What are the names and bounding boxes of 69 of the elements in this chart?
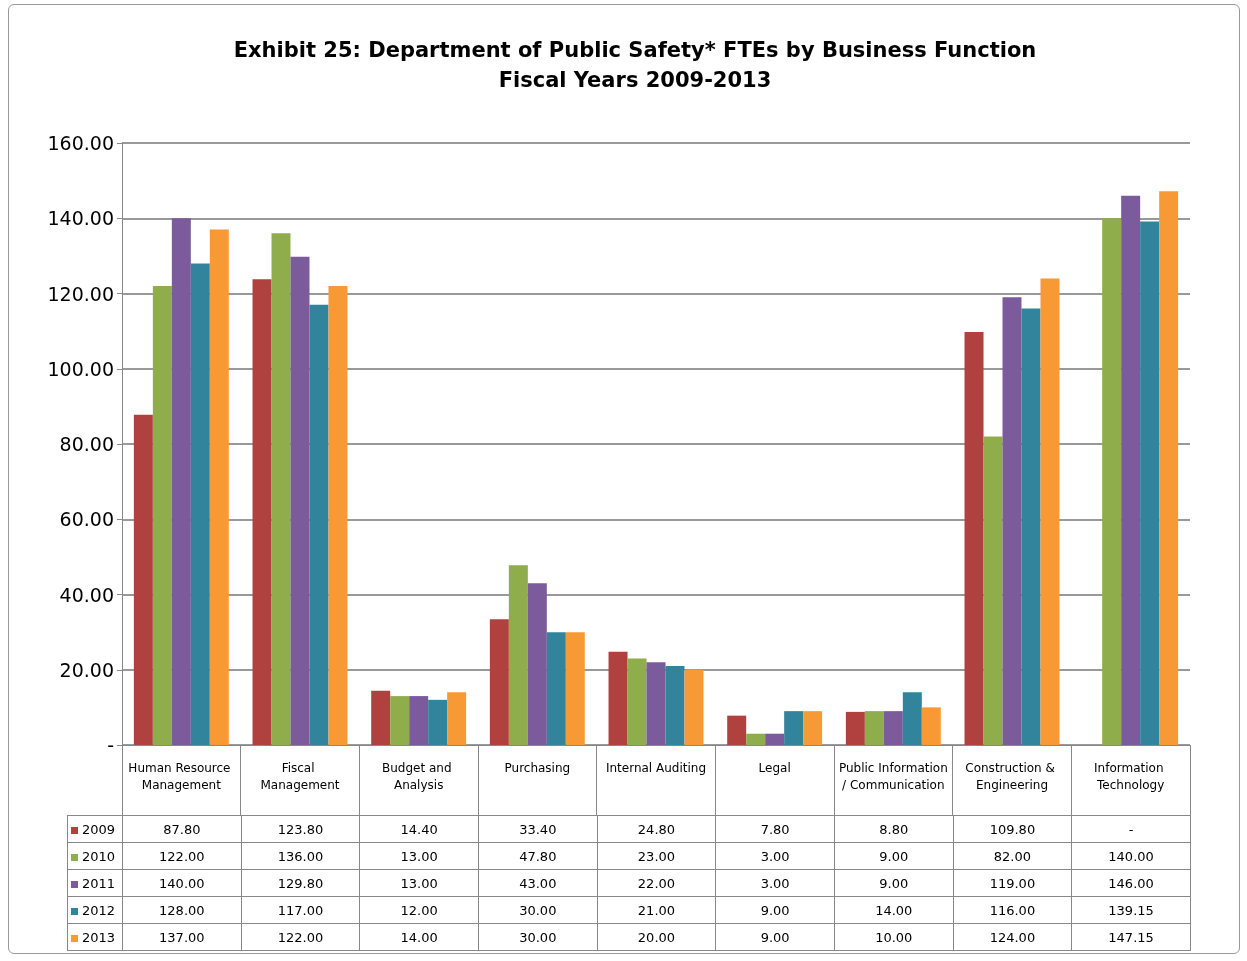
y-tick-label: 20.00 <box>59 658 114 681</box>
data-label: 13.00 <box>359 869 479 897</box>
data-label: 139.15 <box>1071 896 1191 924</box>
y-tick-label: 160.00 <box>47 132 114 154</box>
data-label: 123.80 <box>241 815 360 843</box>
x-tick-label: Construction & Engineering <box>965 760 1059 792</box>
x-tick-label: Human Resource Management <box>128 760 235 792</box>
data-label: 22.00 <box>597 869 716 897</box>
data-label: 13.00 <box>359 842 479 870</box>
x-tick-label: Public Information/ Communication <box>838 760 948 792</box>
data-label: 8.80 <box>834 815 954 843</box>
data-label: 24.80 <box>597 815 716 843</box>
data-label: 122.00 <box>122 842 242 870</box>
data-label: 124.00 <box>953 923 1072 951</box>
data-label: 146.00 <box>1071 869 1191 897</box>
data-label: 10.00 <box>834 923 954 951</box>
data-label: 9.00 <box>834 842 954 870</box>
x-tick-label: Fiscal Management <box>260 760 340 792</box>
data-label: 129.80 <box>241 869 360 897</box>
data-label: 87.80 <box>122 815 242 843</box>
data-label: 14.00 <box>834 896 954 924</box>
data-label: 140.00 <box>122 869 242 897</box>
data-label: 109.80 <box>953 815 1072 843</box>
data-label: 3.00 <box>715 869 835 897</box>
data-label: - <box>1071 815 1191 843</box>
data-label: 137.00 <box>122 923 242 951</box>
data-label: 140.00 <box>1071 842 1191 870</box>
y-tick-label: 120.00 <box>47 282 114 305</box>
legend-label: 2009 <box>67 815 123 843</box>
x-tick-label: Budget and Analysis <box>381 760 456 792</box>
data-label: 30.00 <box>478 896 598 924</box>
data-label: 30.00 <box>478 923 598 951</box>
data-label: 7.80 <box>715 815 835 843</box>
data-label: 9.00 <box>715 923 835 951</box>
y-tick-label: 80.00 <box>59 433 114 455</box>
data-label: 119.00 <box>953 869 1072 897</box>
legend-label: 2010 <box>67 842 123 870</box>
data-label: 147.15 <box>1071 923 1191 951</box>
data-label: 12.00 <box>359 896 479 924</box>
data-label: 136.00 <box>241 842 360 870</box>
data-label: 33.40 <box>478 815 598 843</box>
y-tick-label: - <box>107 734 114 756</box>
data-label: 122.00 <box>241 923 360 951</box>
data-label: 82.00 <box>953 842 1072 870</box>
x-tick-label: Legal <box>758 760 791 775</box>
y-tick-label: 140.00 <box>47 207 114 230</box>
data-label: 14.40 <box>359 815 479 843</box>
y-tick-label: 40.00 <box>59 583 114 606</box>
data-label: 9.00 <box>715 896 835 924</box>
x-tick-label: Information Technology <box>1094 760 1168 792</box>
legend-label: 2012 <box>67 896 123 924</box>
data-label: 117.00 <box>241 896 360 924</box>
y-tick-label: 60.00 <box>59 508 114 531</box>
data-label: 47.80 <box>478 842 598 870</box>
legend-label: 2013 <box>67 923 123 951</box>
y-tick-label: 100.00 <box>47 357 114 380</box>
data-label: 43.00 <box>478 869 598 897</box>
data-label: 14.00 <box>359 923 479 951</box>
chart-title: Exhibit 25: Department of Public Safety* FTEs by Business Function Fiscal Years 2009-2013 <box>233 38 1037 92</box>
data-label: 3.00 <box>715 842 835 870</box>
data-label: 128.00 <box>122 896 242 924</box>
data-label: 21.00 <box>597 896 716 924</box>
data-label: 20.00 <box>597 923 716 951</box>
legend-label: 2011 <box>67 869 123 897</box>
x-tick-label: Purchasing <box>504 760 571 775</box>
data-label: 116.00 <box>953 896 1072 924</box>
x-tick-label: Internal Auditing <box>605 760 707 775</box>
data-label: 9.00 <box>834 869 954 897</box>
data-label: 23.00 <box>597 842 716 870</box>
